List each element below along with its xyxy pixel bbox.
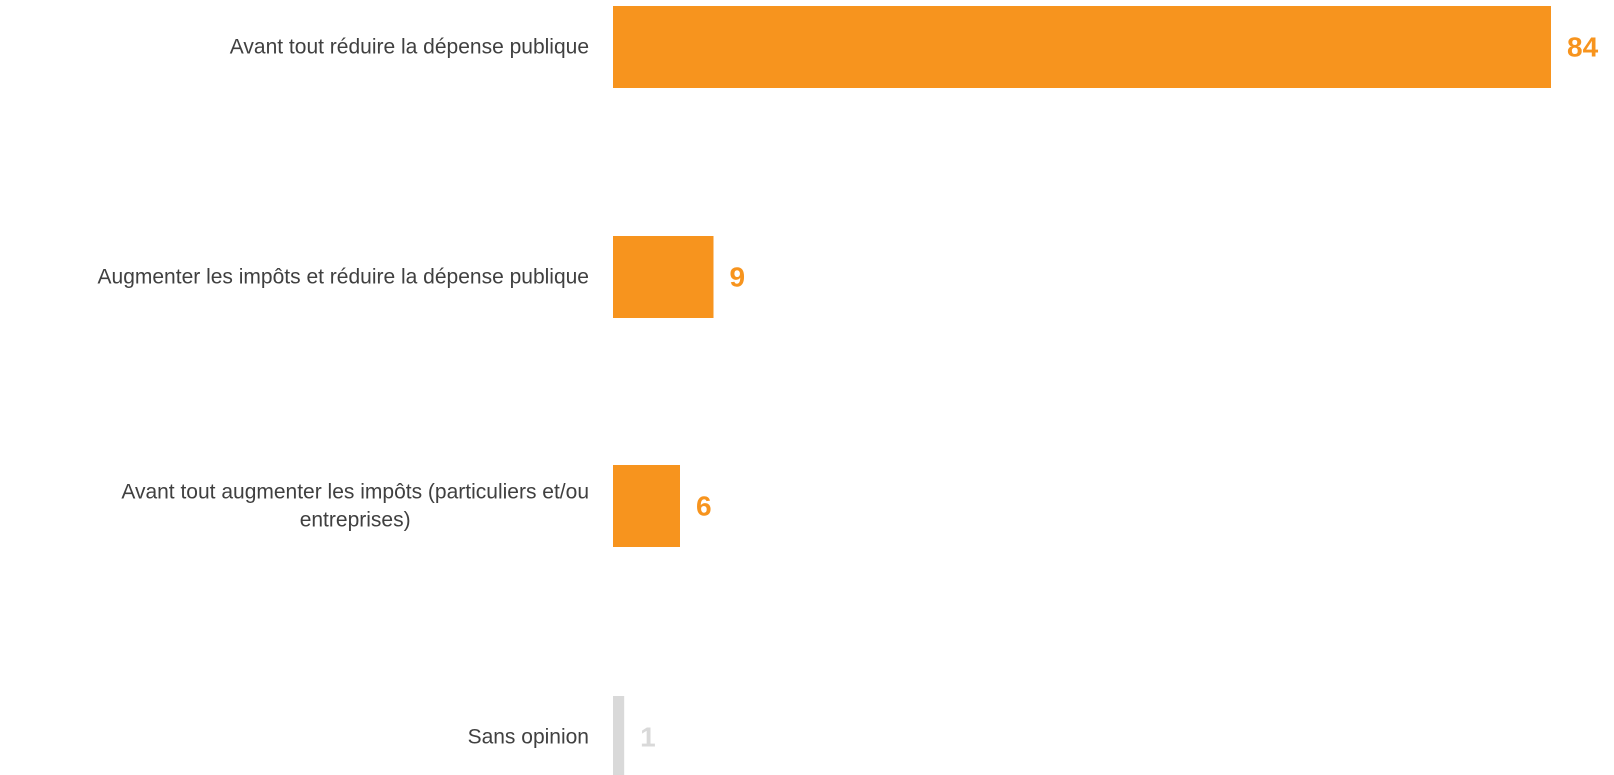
category-label-1: Avant tout réduire la dépense publique <box>230 36 589 59</box>
value-label-2: 9 <box>730 262 746 293</box>
category-label-line: Sans opinion <box>468 726 589 749</box>
category-label-line: entreprises) <box>300 509 411 532</box>
category-labels: Avant tout réduire la dépense publique Au… <box>98 36 589 749</box>
bar-2 <box>613 236 714 318</box>
category-label-2: Augmenter les impôts et réduire la dépen… <box>98 266 589 289</box>
category-label-3: Avant tout augmenter les impôts (particu… <box>121 481 589 532</box>
category-label-line: Avant tout augmenter les impôts (particu… <box>121 481 589 504</box>
category-label-line: Avant tout réduire la dépense publique <box>230 36 589 59</box>
value-label-4: 1 <box>640 722 656 753</box>
category-label-4: Sans opinion <box>468 726 589 749</box>
value-label-1: 84 <box>1567 32 1599 63</box>
category-label-line: Augmenter les impôts et réduire la dépen… <box>98 266 589 289</box>
bar-4 <box>613 696 625 775</box>
value-labels: 84 9 6 1 <box>640 32 1598 753</box>
bar-1 <box>613 6 1551 88</box>
bars <box>613 6 1551 775</box>
value-label-3: 6 <box>696 491 712 522</box>
bar-3 <box>613 465 680 547</box>
